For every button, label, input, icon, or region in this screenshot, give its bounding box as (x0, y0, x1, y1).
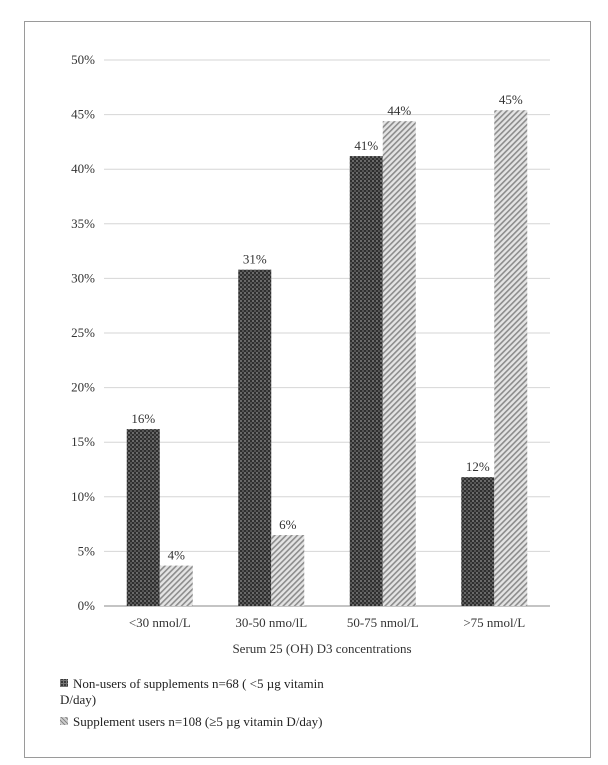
legend-swatch-light (60, 717, 68, 725)
y-tick-label: 50% (71, 52, 95, 67)
bar-supplement-users-2 (382, 121, 416, 606)
legend-label-non-users: Non-users of supplements n=68 ( <5 µg vi… (60, 676, 324, 707)
bar-non-users-0 (126, 429, 160, 606)
bar-non-users-3 (461, 477, 495, 606)
data-label: 6% (279, 517, 297, 532)
y-tick-label: 20% (71, 380, 95, 395)
y-axis-ticks: 0% 5% 10% 15% 20% 25% 30% 35% 40% 45% 50% (71, 52, 95, 613)
y-tick-label: 5% (78, 543, 96, 558)
data-label: 12% (466, 459, 490, 474)
bar-non-users-2 (349, 156, 383, 606)
data-labels: 16% 4% 31% 6% 41% 44% 12% 45% (131, 92, 523, 562)
x-tick-label: >75 nmol/L (463, 615, 525, 630)
y-tick-label: 10% (71, 489, 95, 504)
legend-item-non-users: Non-users of supplements n=68 ( <5 µg vi… (60, 676, 340, 708)
data-label: 31% (243, 252, 267, 267)
legend-label-supplement-users: Supplement users n=108 (≥5 µg vitamin D/… (73, 714, 323, 729)
bar-supplement-users-3 (494, 110, 528, 607)
y-tick-label: 40% (71, 161, 95, 176)
figure-frame (24, 21, 591, 758)
bar-non-users-1 (238, 269, 272, 606)
y-tick-label: 0% (78, 598, 96, 613)
data-label: 16% (131, 411, 155, 426)
bars (126, 110, 528, 607)
legend-item-supplement-users: Supplement users n=108 (≥5 µg vitamin D/… (60, 714, 340, 730)
y-tick-label: 25% (71, 325, 95, 340)
data-label: 45% (499, 92, 523, 107)
bar-supplement-users-0 (159, 565, 193, 606)
x-tick-label: 50-75 nmol/L (347, 615, 419, 630)
y-tick-label: 35% (71, 216, 95, 231)
bar-supplement-users-1 (271, 535, 305, 606)
x-axis-title: Serum 25 (OH) D3 concentrations (232, 641, 411, 656)
y-tick-label: 15% (71, 434, 95, 449)
x-axis-ticks: <30 nmol/L 30-50 nmo/lL 50-75 nmol/L >75 nm… (129, 615, 525, 630)
y-tick-label: 45% (71, 107, 95, 122)
legend-swatch-dark (60, 679, 68, 687)
data-label: 44% (387, 103, 411, 118)
data-label: 4% (168, 548, 186, 563)
y-tick-label: 30% (71, 270, 95, 285)
x-tick-label: 30-50 nmo/lL (235, 615, 307, 630)
data-label: 41% (354, 138, 378, 153)
x-tick-label: <30 nmol/L (129, 615, 191, 630)
